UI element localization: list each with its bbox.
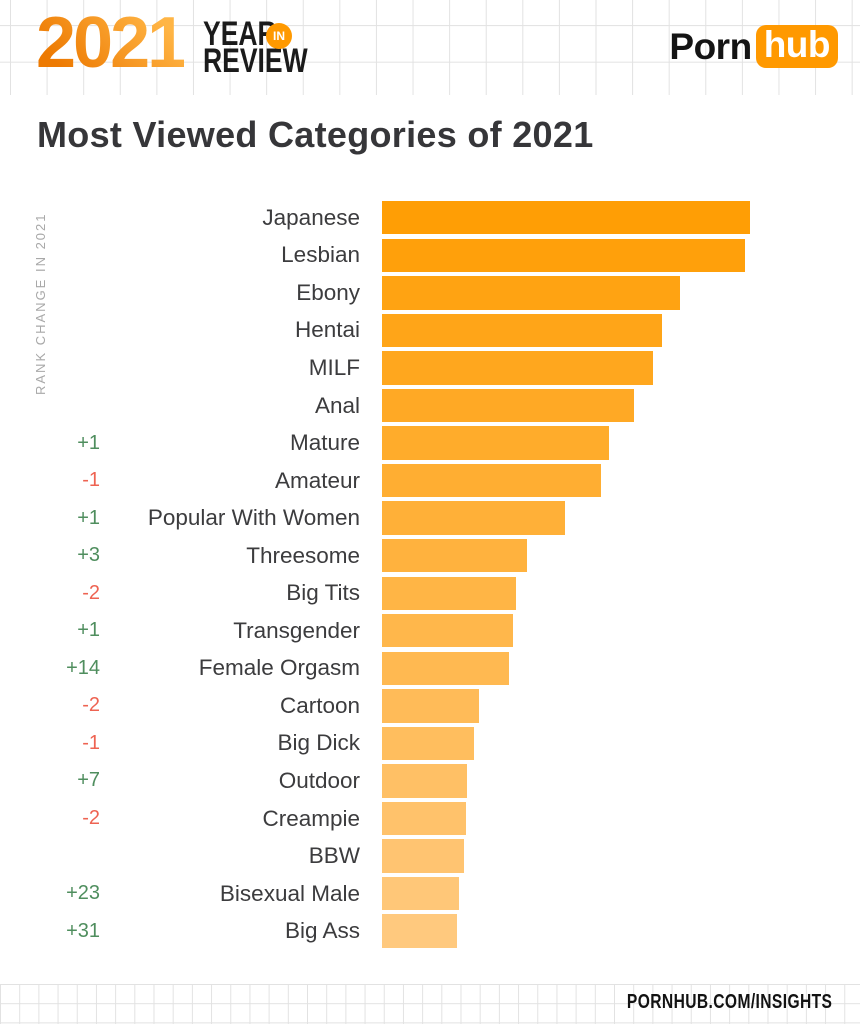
rank-change-value: -2 bbox=[82, 807, 100, 830]
rank-change-value: -2 bbox=[82, 694, 100, 717]
category-bar bbox=[382, 576, 516, 610]
chart-row: -2 Big Tits bbox=[0, 574, 860, 612]
year-in-review-wordmark: YEAR REVIEW bbox=[203, 15, 308, 80]
pornhub-logo: Porn hub bbox=[669, 25, 838, 68]
category-label: Big Dick bbox=[277, 730, 360, 756]
wordmark-in: IN bbox=[273, 29, 285, 43]
category-label: Lesbian bbox=[281, 242, 360, 268]
category-bar bbox=[382, 276, 680, 310]
chart-row: +1 Mature bbox=[0, 424, 860, 462]
bar-chart: Japanese Lesbian Ebony Hentai MILF Anal +1 Matu… bbox=[0, 199, 860, 950]
category-bar bbox=[382, 614, 513, 648]
rank-change-value: +7 bbox=[77, 769, 100, 792]
rank-change-value: +31 bbox=[66, 919, 100, 942]
category-bar bbox=[382, 651, 509, 686]
rank-change-value: +3 bbox=[77, 544, 100, 567]
category-label: MILF bbox=[308, 354, 360, 380]
chart-row: Lesbian bbox=[0, 237, 860, 275]
rank-change-value: +14 bbox=[66, 656, 100, 679]
category-bar bbox=[382, 351, 653, 385]
wordmark-review: REVIEW bbox=[203, 42, 308, 80]
category-bar bbox=[382, 726, 474, 761]
chart-row: Ebony bbox=[0, 274, 860, 312]
category-label: Creampie bbox=[262, 805, 360, 831]
chart-row: +7 Outdoor bbox=[0, 762, 860, 800]
category-bar bbox=[382, 201, 750, 235]
footer-url: PORNHUB.COM/INSIGHTS bbox=[626, 991, 832, 1013]
category-bar bbox=[382, 801, 466, 836]
chart-row: BBW bbox=[0, 837, 860, 875]
rank-change-value: -1 bbox=[82, 469, 100, 492]
category-bar bbox=[382, 539, 527, 573]
category-bar bbox=[382, 313, 662, 348]
category-label: Female Orgasm bbox=[198, 655, 360, 681]
chart-row: Anal bbox=[0, 387, 860, 425]
category-bar bbox=[382, 426, 609, 460]
chart-row: -1 Big Dick bbox=[0, 725, 860, 763]
in-circle-badge: IN bbox=[266, 23, 292, 49]
category-label: Big Tits bbox=[286, 580, 360, 606]
category-label: Popular With Women bbox=[147, 505, 360, 531]
category-bar bbox=[382, 501, 565, 535]
rank-change-value: -1 bbox=[82, 731, 100, 754]
category-label: Amateur bbox=[274, 467, 360, 493]
category-bar bbox=[382, 238, 745, 273]
category-bar bbox=[382, 876, 459, 911]
rank-change-value: +1 bbox=[77, 506, 100, 529]
chart-row: -2 Cartoon bbox=[0, 687, 860, 725]
category-label: Hentai bbox=[294, 317, 360, 343]
category-label: Japanese bbox=[262, 204, 360, 230]
chart-row: MILF bbox=[0, 349, 860, 387]
wordmark-year: YEAR bbox=[203, 15, 277, 53]
category-label: BBW bbox=[308, 843, 360, 869]
category-bar bbox=[382, 839, 464, 873]
category-label: Threesome bbox=[246, 542, 360, 568]
category-label: Transgender bbox=[233, 617, 360, 643]
category-label: Ebony bbox=[296, 279, 360, 305]
category-bar bbox=[382, 388, 634, 423]
chart-row: +3 Threesome bbox=[0, 537, 860, 575]
category-bar bbox=[382, 463, 601, 498]
pornhub-logo-porn: Porn bbox=[669, 25, 752, 67]
footer-banner: PORNHUB.COM/INSIGHTS bbox=[0, 984, 860, 1024]
category-label: Outdoor bbox=[278, 767, 360, 793]
category-label: Anal bbox=[314, 392, 360, 418]
header-banner: 2021 YEAR REVIEW IN Porn hub bbox=[0, 0, 860, 95]
chart-row: +1 Popular With Women bbox=[0, 499, 860, 537]
category-bar bbox=[382, 914, 457, 948]
category-bar bbox=[382, 764, 467, 798]
year-2021-logo: 2021 bbox=[36, 3, 187, 83]
category-label: Cartoon bbox=[279, 692, 360, 718]
chart-row: +14 Female Orgasm bbox=[0, 650, 860, 688]
category-bar bbox=[382, 689, 479, 723]
chart-row: Hentai bbox=[0, 312, 860, 350]
page-title: Most Viewed Categories of 2021 bbox=[37, 114, 594, 155]
chart-row: -2 Creampie bbox=[0, 800, 860, 838]
category-label: Bisexual Male bbox=[219, 880, 360, 906]
category-label: Mature bbox=[289, 430, 360, 456]
rank-change-value: +1 bbox=[77, 619, 100, 642]
chart-row: +23 Bisexual Male bbox=[0, 875, 860, 913]
pornhub-logo-hub: hub bbox=[755, 25, 838, 68]
chart-row: Japanese bbox=[0, 199, 860, 237]
chart-row: +1 Transgender bbox=[0, 612, 860, 650]
rank-change-value: -2 bbox=[82, 581, 100, 604]
chart-row: +31 Big Ass bbox=[0, 912, 860, 950]
rank-change-value: +1 bbox=[77, 431, 100, 454]
category-label: Big Ass bbox=[284, 918, 360, 944]
rank-change-value: +23 bbox=[66, 882, 100, 905]
chart-row: -1 Amateur bbox=[0, 462, 860, 500]
